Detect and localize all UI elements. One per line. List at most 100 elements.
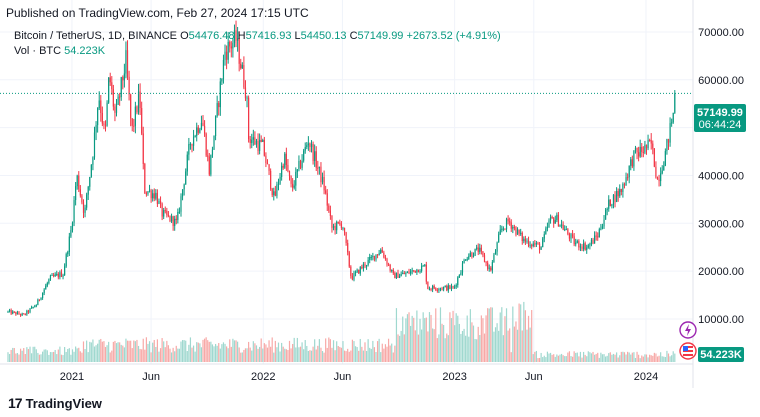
high-value: 57416.93 xyxy=(245,30,292,42)
volume-bar xyxy=(342,341,344,362)
volume-bar xyxy=(666,350,668,362)
volume-label[interactable]: Vol · BTC xyxy=(14,45,62,57)
volume-bar xyxy=(557,355,560,362)
candle-body xyxy=(244,87,247,99)
candle-body xyxy=(397,272,399,278)
volume-bar xyxy=(359,338,361,362)
candle-body xyxy=(71,222,74,231)
candle-body xyxy=(293,185,295,188)
candle-body xyxy=(359,267,361,274)
volume-bar xyxy=(660,352,662,362)
candle-body xyxy=(273,191,275,196)
candle-body xyxy=(266,162,269,165)
volume-bar xyxy=(37,352,39,362)
candle-body xyxy=(417,269,420,273)
volume-bar xyxy=(364,342,366,362)
candle-body xyxy=(490,267,492,271)
volume-bar xyxy=(92,339,94,362)
volume-bar xyxy=(425,317,427,362)
volume-bar xyxy=(573,351,575,362)
flash-icon[interactable] xyxy=(679,321,697,339)
volume-bar xyxy=(358,350,360,362)
volume-bar xyxy=(457,315,459,362)
volume-bar xyxy=(241,352,243,362)
candle-body xyxy=(23,313,25,315)
volume-bar xyxy=(505,308,508,362)
candle-body xyxy=(546,227,549,229)
volume-bar xyxy=(235,340,237,362)
volume-bar xyxy=(87,352,89,362)
volume-bar xyxy=(444,338,446,362)
symbol-name[interactable]: Bitcoin / TetherUS, 1D, BINANCE xyxy=(14,30,178,42)
volume-bar xyxy=(270,346,272,362)
volume-bar xyxy=(424,318,426,362)
candle-body xyxy=(575,242,577,245)
candle-body xyxy=(68,236,70,253)
volume-bar xyxy=(507,330,509,362)
volume-bar xyxy=(84,348,86,362)
candle-body xyxy=(76,175,78,187)
volume-bar xyxy=(460,333,462,362)
candles xyxy=(7,20,676,317)
candle-body xyxy=(196,127,198,137)
volume-bar xyxy=(23,348,25,362)
volume-bar xyxy=(263,343,265,362)
volume-bar xyxy=(471,322,473,362)
candle-body xyxy=(567,229,569,235)
candle-body xyxy=(340,223,342,228)
candle-body xyxy=(240,63,242,69)
candle-body xyxy=(483,255,486,263)
candle-body xyxy=(318,166,320,169)
volume-bar xyxy=(634,357,637,362)
price-axis[interactable]: 70000.0060000.0050000.0040000.0030000.00… xyxy=(698,27,744,326)
candle-body xyxy=(152,193,154,199)
candle-body xyxy=(24,313,26,315)
candle-body xyxy=(387,264,390,266)
candle-body xyxy=(463,260,465,264)
candle-body xyxy=(378,253,380,256)
candle-body xyxy=(126,50,129,77)
volume-bar xyxy=(292,343,294,362)
close-value: 57149.99 xyxy=(357,30,404,42)
low-label: L xyxy=(294,30,301,42)
volume-bar xyxy=(595,353,597,362)
candle-body xyxy=(137,91,140,113)
time-axis[interactable]: 2021 Jun 2022 Jun 2023 Jun 2024 xyxy=(60,371,658,383)
footer-brand[interactable]: 17 TradingView xyxy=(8,395,102,411)
volume-bar xyxy=(438,334,440,362)
volume-bar xyxy=(461,330,464,362)
candle-body xyxy=(51,274,53,276)
candle-body xyxy=(109,77,111,83)
candle-body xyxy=(564,229,566,231)
candle-body xyxy=(658,179,660,182)
candle-body xyxy=(100,100,102,114)
volume-bar xyxy=(479,335,481,362)
candle-body xyxy=(471,252,473,257)
candle-body xyxy=(414,270,416,273)
volume-bar xyxy=(210,341,212,362)
candle-body xyxy=(652,143,654,149)
volume-bar xyxy=(578,356,580,362)
candle-body xyxy=(41,292,44,298)
volume-bar xyxy=(603,354,605,362)
candle-body xyxy=(559,224,561,227)
candle-body xyxy=(553,218,555,224)
volume-bar xyxy=(614,354,616,362)
candle-body xyxy=(310,143,313,147)
volume-bar xyxy=(671,355,673,362)
candle-body xyxy=(408,271,410,274)
candle-body xyxy=(476,247,478,249)
volume-bar xyxy=(532,354,534,362)
volume-bar xyxy=(75,346,77,362)
volume-bar xyxy=(419,318,421,362)
candle-body xyxy=(166,210,168,215)
us-flag-icon[interactable] xyxy=(679,342,697,360)
candle-body xyxy=(620,189,622,192)
volume-bar xyxy=(661,356,663,362)
candle-body xyxy=(510,222,512,229)
candle-body xyxy=(534,243,536,245)
volume-bar xyxy=(312,346,314,362)
candle-body xyxy=(660,173,662,182)
volume-bar xyxy=(373,347,376,362)
